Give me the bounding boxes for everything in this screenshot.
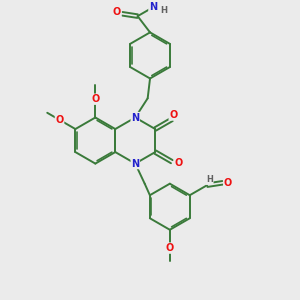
Text: O: O [91, 94, 100, 104]
Text: O: O [166, 243, 174, 253]
Text: H: H [206, 175, 213, 184]
Text: N: N [131, 112, 139, 122]
Text: O: O [169, 110, 177, 120]
Text: N: N [149, 2, 157, 12]
Text: O: O [174, 158, 182, 168]
Text: O: O [56, 115, 64, 125]
Text: N: N [131, 159, 139, 169]
Text: H: H [160, 6, 168, 15]
Text: O: O [113, 7, 121, 17]
Text: O: O [224, 178, 232, 188]
